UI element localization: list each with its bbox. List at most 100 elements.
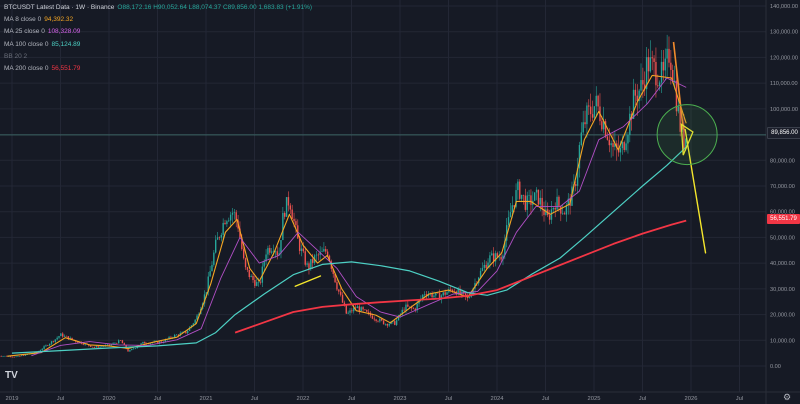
candle-body — [298, 238, 301, 251]
candle-body — [134, 348, 137, 349]
candle-body — [530, 195, 532, 205]
candle-body — [291, 209, 293, 219]
candle-body — [321, 251, 323, 252]
candle-body — [386, 324, 389, 326]
candle-body — [136, 346, 139, 349]
legend-bb[interactable]: BB 20 2 — [4, 51, 312, 63]
y-tick-label: 50,000.00 — [770, 235, 795, 241]
candle-body — [93, 346, 96, 348]
candle-body — [21, 355, 23, 357]
candle-body — [127, 348, 129, 352]
candle-body — [614, 143, 616, 147]
y-tick-label: 120,000.00 — [770, 55, 798, 61]
candle-body — [332, 268, 334, 274]
candle-body — [545, 209, 547, 215]
ma8-label: MA 8 close 0 — [4, 16, 42, 24]
candle-body — [353, 307, 355, 312]
candle-body — [502, 255, 504, 260]
candle-body — [556, 196, 558, 210]
candle-body — [317, 254, 319, 256]
candle-body — [328, 255, 331, 262]
candle-body — [435, 292, 437, 296]
x-tick-label: Jul — [445, 396, 452, 402]
candle-body — [362, 307, 364, 310]
symbol-title[interactable]: BTCUSDT Latest Data · 1W · Binance — [4, 4, 115, 11]
candle-body — [580, 132, 583, 146]
settings-gear-icon[interactable]: ⚙ — [783, 392, 792, 402]
candle-body — [603, 121, 605, 130]
candle-body — [274, 251, 277, 252]
candle-body — [655, 61, 657, 86]
candle-body — [539, 197, 541, 205]
candle-body — [492, 253, 495, 262]
candle-body — [509, 212, 512, 218]
candle-body — [91, 346, 94, 348]
candle-body — [481, 267, 484, 271]
legend-ma8[interactable]: MA 8 close 0 94,392.32 — [4, 14, 312, 26]
candle-body — [349, 310, 351, 313]
legend-ma100[interactable]: MA 100 close 0 85,124.89 — [4, 39, 312, 51]
candle-body — [409, 306, 411, 308]
candle-body — [528, 195, 530, 196]
y-tick-label: 70,000.00 — [770, 184, 795, 190]
candle-body — [645, 57, 648, 90]
candle-body — [319, 251, 321, 256]
candle-body — [63, 335, 66, 337]
candle-body — [110, 344, 112, 346]
candle-body — [519, 181, 521, 199]
annotation-yellow-line — [684, 128, 707, 254]
candle-body — [567, 198, 569, 206]
candle-body — [450, 289, 452, 290]
legend-ma200[interactable]: MA 200 close 0 56,551.79 — [4, 63, 312, 75]
tradingview-logo[interactable]: TV — [5, 370, 18, 381]
candle-body — [71, 337, 73, 340]
x-tick-label: 2023 — [394, 396, 407, 402]
candle-body — [651, 57, 653, 59]
candle-body — [116, 343, 118, 344]
candle-body — [272, 251, 275, 252]
candle-body — [576, 168, 579, 186]
candle-body — [131, 349, 133, 351]
candle-body — [246, 267, 249, 270]
x-tick-label: 2021 — [200, 396, 213, 402]
candle-body — [2, 356, 4, 357]
candle-body — [164, 339, 167, 343]
candle-body — [248, 269, 250, 278]
candle-body — [591, 114, 594, 118]
candle-body — [623, 142, 625, 150]
candle-body — [442, 292, 444, 296]
y-tick-label: 100,000.00 — [770, 107, 798, 113]
candle-body — [58, 336, 60, 338]
candle-body — [56, 337, 58, 340]
annotation-down-arrow — [672, 41, 685, 130]
candle-body — [257, 281, 260, 283]
candle-body — [438, 292, 441, 300]
candle-body — [270, 251, 273, 253]
candle-body — [407, 304, 409, 307]
candle-body — [278, 253, 280, 256]
ma100-label: MA 100 close 0 — [4, 40, 49, 48]
candle-body — [108, 344, 111, 346]
candle-body — [211, 264, 213, 272]
candle-body — [595, 95, 597, 107]
candle-body — [524, 195, 527, 210]
candle-body — [582, 122, 584, 133]
candle-body — [188, 327, 191, 332]
candle-body — [160, 341, 163, 343]
candle-body — [239, 228, 241, 238]
candle-body — [334, 273, 336, 283]
candle-body — [513, 205, 515, 207]
candle-body — [0, 356, 2, 357]
candle-body — [670, 62, 672, 70]
candle-body — [468, 296, 471, 298]
candle-body — [300, 248, 303, 251]
legend-ma25[interactable]: MA 25 close 0 108,328.09 — [4, 26, 312, 38]
candle-body — [483, 264, 486, 268]
candle-body — [627, 134, 629, 144]
candle-body — [284, 212, 286, 217]
candle-body — [48, 343, 51, 346]
candle-body — [604, 121, 607, 137]
chart-legend: BTCUSDT Latest Data · 1W · Binance O88,1… — [4, 2, 312, 75]
